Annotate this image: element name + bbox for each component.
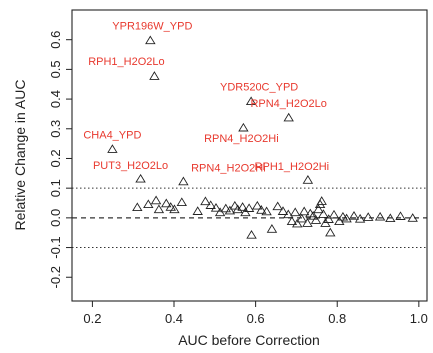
data-point bbox=[224, 205, 236, 215]
point-label: RPN4_H2O2Hi bbox=[191, 163, 266, 175]
data-point bbox=[107, 144, 118, 153]
x-tick-label: 1.0 bbox=[410, 311, 428, 326]
x-axis-title: AUC before Correction bbox=[178, 332, 320, 348]
data-point bbox=[323, 214, 334, 223]
data-point bbox=[307, 211, 319, 220]
point-label: YDR520C_YPD bbox=[220, 81, 298, 93]
data-point bbox=[310, 215, 322, 224]
data-point bbox=[132, 202, 143, 212]
data-point bbox=[143, 199, 154, 209]
data-point bbox=[283, 209, 294, 219]
data-point bbox=[283, 112, 294, 122]
point-label: PUT3_H2O2Lo bbox=[93, 160, 168, 172]
data-point bbox=[210, 203, 222, 212]
point-labels: YPR196W_YPD RPH1_H2O2Lo YDR520C_YPD RPN4_H2… bbox=[83, 21, 329, 175]
data-point bbox=[286, 216, 298, 226]
data-point bbox=[220, 203, 231, 213]
data-point bbox=[251, 200, 263, 210]
y-axis: -0.2 -0.1 0.0 0.1 0.2 0.3 0.4 0.5 0.6 bbox=[48, 31, 72, 288]
y-tick-label: 0.5 bbox=[48, 60, 63, 78]
x-tick-label: 0.2 bbox=[83, 311, 101, 326]
point-label: RPN4_H2O2Hi bbox=[204, 133, 279, 145]
data-point bbox=[302, 218, 313, 227]
point-label: RPH1_H2O2Hi bbox=[255, 161, 330, 173]
data-point bbox=[374, 211, 386, 221]
data-point bbox=[149, 71, 160, 80]
data-point bbox=[325, 227, 336, 237]
data-point bbox=[266, 224, 278, 233]
data-point bbox=[237, 202, 248, 211]
data-point bbox=[178, 176, 189, 186]
x-axis: 0.2 0.4 0.6 0.8 1.0 bbox=[83, 301, 428, 326]
data-point bbox=[328, 209, 340, 219]
data-points bbox=[107, 35, 418, 239]
data-point bbox=[261, 206, 272, 216]
data-point bbox=[277, 206, 289, 215]
data-point bbox=[296, 213, 307, 223]
data-point bbox=[232, 204, 243, 214]
x-tick-label: 0.4 bbox=[165, 311, 183, 326]
data-point bbox=[160, 198, 172, 208]
data-point bbox=[341, 213, 352, 223]
data-point bbox=[176, 197, 187, 207]
data-point bbox=[334, 216, 345, 226]
data-point bbox=[385, 213, 396, 223]
data-point bbox=[145, 35, 156, 45]
data-point bbox=[229, 200, 240, 210]
data-point bbox=[246, 230, 257, 239]
data-point bbox=[348, 211, 360, 220]
data-point bbox=[150, 195, 162, 205]
x-tick-label: 0.8 bbox=[328, 311, 346, 326]
data-point bbox=[302, 175, 314, 184]
y-tick-label: 0.6 bbox=[48, 31, 63, 49]
data-point bbox=[169, 204, 180, 214]
y-tick-label: 0.3 bbox=[48, 120, 63, 138]
data-point bbox=[318, 209, 329, 218]
y-tick-label: -0.2 bbox=[48, 266, 63, 288]
point-label: YPR196W_YPD bbox=[112, 21, 192, 33]
x-tick-label: 0.6 bbox=[247, 311, 265, 326]
data-point bbox=[200, 196, 211, 206]
data-point bbox=[407, 213, 418, 222]
data-point bbox=[243, 203, 255, 212]
plot-frame bbox=[71, 9, 428, 302]
y-tick-label: 0.2 bbox=[48, 149, 63, 167]
data-point bbox=[395, 211, 406, 220]
data-point bbox=[292, 218, 303, 228]
data-point bbox=[299, 206, 310, 216]
data-point bbox=[135, 173, 146, 183]
data-point bbox=[256, 205, 267, 214]
y-axis-title: Relative Change in AUC bbox=[12, 80, 28, 231]
data-point bbox=[272, 201, 283, 211]
data-point bbox=[238, 122, 249, 132]
data-point bbox=[337, 211, 349, 221]
point-label: CHA4_YPD bbox=[83, 129, 141, 141]
point-label: RPN4_H2O2Lo bbox=[250, 98, 326, 110]
data-point bbox=[192, 206, 203, 215]
data-point bbox=[290, 207, 301, 217]
data-point bbox=[245, 96, 257, 106]
y-tick-label: 0.0 bbox=[48, 209, 63, 227]
data-point bbox=[363, 212, 374, 221]
data-point bbox=[316, 196, 327, 205]
y-tick-label: 0.1 bbox=[48, 179, 63, 197]
data-point bbox=[313, 204, 324, 214]
data-point bbox=[165, 202, 177, 211]
data-point bbox=[205, 200, 216, 209]
y-tick-label: 0.4 bbox=[48, 90, 63, 108]
data-point bbox=[153, 204, 165, 214]
point-label: RPH1_H2O2Lo bbox=[88, 56, 164, 68]
data-point bbox=[240, 207, 251, 217]
y-tick-label: -0.1 bbox=[48, 236, 63, 258]
data-point bbox=[354, 213, 366, 223]
